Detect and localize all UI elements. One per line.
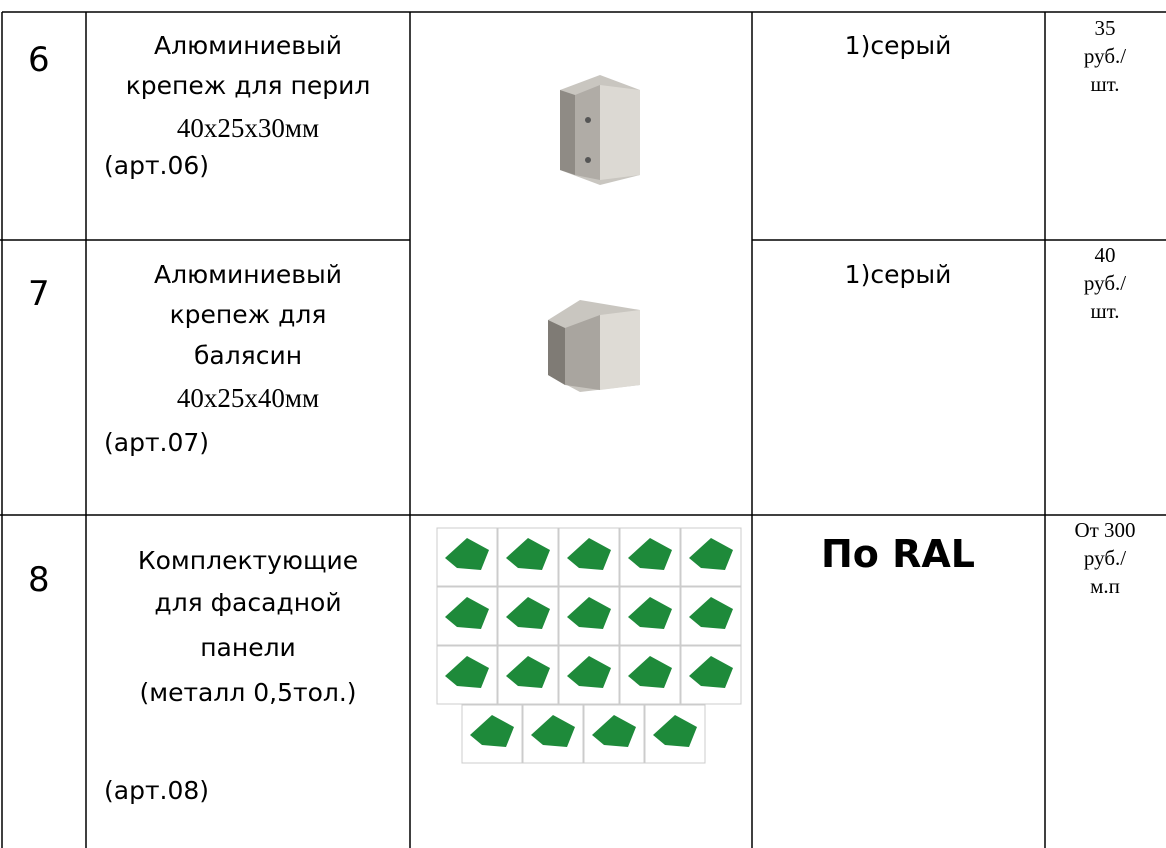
item-name: для фасадной — [154, 588, 342, 617]
item-price: руб./ — [1083, 271, 1127, 295]
item-price: руб./ — [1083, 546, 1127, 570]
item-price: 35 — [1094, 16, 1116, 40]
item-name: балясин — [193, 341, 303, 370]
item-price: шт. — [1090, 72, 1120, 96]
bracket-image — [560, 75, 640, 185]
item-name: (арт.06) — [104, 151, 210, 180]
item-name: Алюминиевый — [154, 260, 342, 289]
item-name: крепеж для перил — [125, 71, 371, 100]
item-price: От 300 — [1074, 518, 1136, 542]
item-name: 40х25х30мм — [176, 113, 320, 143]
row-number: 8 — [28, 560, 50, 600]
item-name: Комплектующие — [137, 546, 359, 575]
bracket-image — [548, 300, 640, 392]
item-name: (арт.07) — [104, 428, 210, 457]
item-name: крепеж для — [169, 300, 327, 329]
item-color: По RAL — [820, 532, 976, 576]
item-price: 40 — [1094, 243, 1116, 267]
row-number: 7 — [28, 274, 50, 314]
item-price: руб./ — [1083, 44, 1127, 68]
row-number: 6 — [28, 40, 50, 80]
item-name: 40х25х40мм — [176, 383, 320, 413]
item-name: (металл 0,5тол.) — [139, 678, 357, 707]
item-name: Алюминиевый — [154, 31, 342, 60]
profiles-image — [436, 527, 742, 764]
item-price: м.п — [1090, 574, 1120, 598]
item-name: (арт.08) — [104, 776, 210, 805]
item-color: 1)серый — [844, 260, 952, 289]
item-name: панели — [200, 633, 296, 662]
item-price: шт. — [1090, 299, 1120, 323]
item-color: 1)серый — [844, 31, 952, 60]
